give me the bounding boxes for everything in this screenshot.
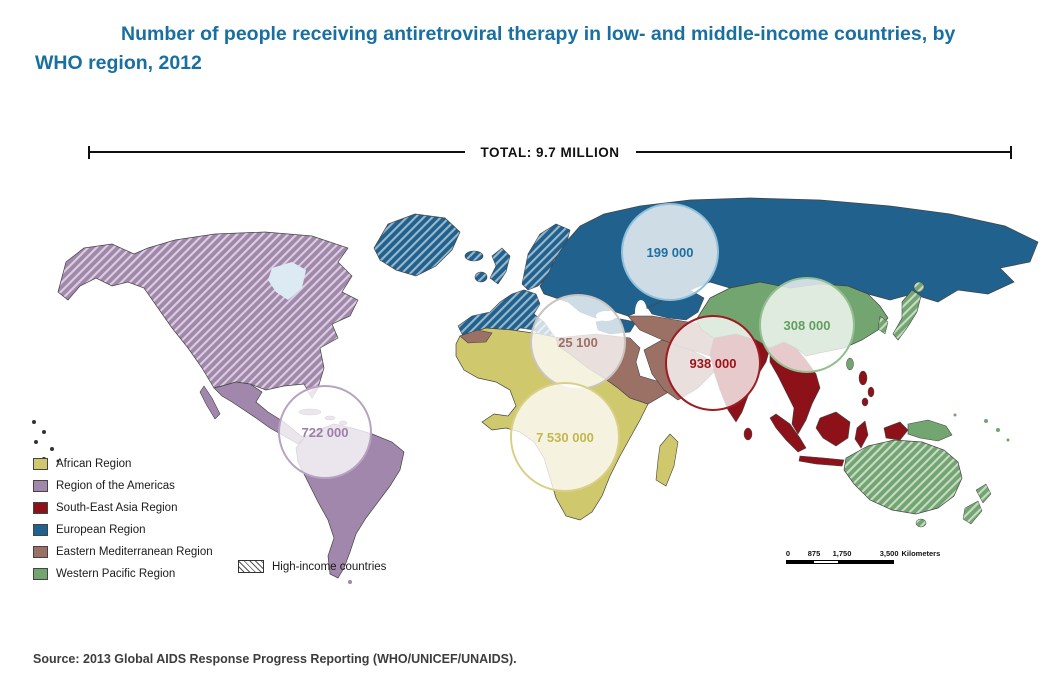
legend-swatch-western-pacific-region <box>33 568 48 580</box>
map-morocco <box>459 329 493 344</box>
map-madagascar <box>655 433 679 487</box>
map-korea <box>877 315 889 335</box>
map-iceland <box>464 250 484 262</box>
map-pacific-island-dot <box>50 447 54 451</box>
legend-swatch-region-of-the-americas <box>33 480 48 492</box>
scale-segment <box>813 561 839 563</box>
legend-item-african-region: African Region <box>33 457 213 471</box>
legend-swatch-african-region <box>33 458 48 470</box>
legend-label-western-pacific-region: Western Pacific Region <box>56 568 176 580</box>
bubble-european-region: 199 000 <box>621 203 719 301</box>
map-new-zealand-south <box>962 500 983 525</box>
bracket-right-tick <box>1010 145 1012 159</box>
map-new-zealand-north <box>975 483 992 504</box>
map-taiwan <box>846 357 854 371</box>
page-title: Number of people receiving antiretrovira… <box>35 23 956 75</box>
legend-item-european-region: European Region <box>33 523 213 537</box>
bubble-value-european-region: 199 000 <box>646 244 694 260</box>
map-pacific-island-dot <box>42 430 46 434</box>
legend-swatch-european-region <box>33 524 48 536</box>
legend-swatch-south-east-asia-region <box>33 502 48 514</box>
map-hokkaido <box>913 281 925 293</box>
map-sri-lanka <box>743 427 753 441</box>
map-ireland <box>474 271 488 283</box>
map-west-papua <box>883 421 909 441</box>
bubble-western-pacific-region: 308 000 <box>759 277 855 373</box>
map-sumatra <box>769 413 807 453</box>
legend-item-western-pacific-region: Western Pacific Region <box>33 567 213 581</box>
source-note: Source: 2013 Global AIDS Response Progre… <box>33 652 517 666</box>
map-japan <box>892 289 922 341</box>
map-java <box>798 455 845 467</box>
map-philippines-2 <box>867 386 875 398</box>
map-sulawesi <box>854 420 869 449</box>
map-philippines-1 <box>858 370 868 386</box>
map-tasmania <box>915 518 927 528</box>
map-pacific-island-dot <box>32 420 36 424</box>
legend-swatch-eastern-mediterranean-region <box>33 546 48 558</box>
bubble-value-african-region: 7 530 000 <box>536 429 594 445</box>
map-uk <box>489 247 511 285</box>
map-pacific-island-dot <box>34 440 38 444</box>
bubble-value-western-pacific-region: 308 000 <box>783 317 831 333</box>
bubble-african-region: 7 530 000 <box>510 382 620 492</box>
legend-item-south-east-asia-region: South-East Asia Region <box>33 501 213 515</box>
map-region-north-america <box>57 231 359 399</box>
scale-tick-1750: 1,750 <box>832 549 852 558</box>
legend-item-eastern-mediterranean-region: Eastern Mediterranean Region <box>33 545 213 559</box>
scale-tick-875: 875 <box>807 549 821 558</box>
legend-label-south-east-asia-region: South-East Asia Region <box>56 502 178 514</box>
bubble-south-east-asia-region: 938 000 <box>665 315 761 411</box>
map-hudson-bay <box>268 262 306 300</box>
map-pacific-island-dot <box>1006 438 1010 442</box>
scale-segment <box>839 561 893 563</box>
bracket-left-line <box>90 151 465 153</box>
legend-label-region-of-the-americas: Region of the Americas <box>56 480 175 492</box>
map-papua-new-guinea <box>907 419 953 442</box>
total-bracket: TOTAL: 9.7 MILLION <box>88 144 1012 160</box>
total-label: TOTAL: 9.7 MILLION <box>480 144 620 160</box>
map-pacific-island-dot <box>953 413 957 417</box>
map-baja <box>199 385 221 420</box>
map-borneo <box>815 411 851 447</box>
bubble-value-eastern-mediterranean-region: 25 100 <box>558 334 598 350</box>
legend-label-high-income-countries: High-income countries <box>272 560 387 573</box>
map-pacific-island-dot <box>984 419 988 423</box>
scale-bar-track <box>786 560 894 564</box>
bubble-eastern-mediterranean-region: 25 100 <box>530 294 626 390</box>
map-australia <box>843 439 963 515</box>
map-pacific-island-dot <box>56 459 60 463</box>
map-philippines-3 <box>861 397 869 407</box>
scale-segment <box>787 561 813 563</box>
legend-label-eastern-mediterranean-region: Eastern Mediterranean Region <box>56 546 213 558</box>
map-scale-bar: 0 875 1,750 3,500 Kilometers <box>786 549 986 571</box>
legend-label-european-region: European Region <box>56 524 146 536</box>
scale-tick-3500-value: 3,500 <box>879 549 899 558</box>
legend-label-african-region: African Region <box>56 458 132 470</box>
scale-tick-3500: 3,500 Kilometers <box>880 549 941 558</box>
scale-tick-0: 0 <box>785 549 791 558</box>
bracket-left-tick <box>88 145 90 159</box>
scale-unit: Kilometers <box>901 549 941 558</box>
map-falklands <box>348 580 352 584</box>
legend: African Region Region of the Americas So… <box>33 457 213 589</box>
map-greenland <box>373 213 461 277</box>
bubble-region-of-the-americas: 722 000 <box>278 385 372 479</box>
legend-item-region-of-the-americas: Region of the Americas <box>33 479 213 493</box>
bubble-value-south-east-asia-region: 938 000 <box>689 355 737 371</box>
bracket-right-line <box>635 151 1010 153</box>
legend-swatch-high-income-hatched <box>238 560 264 573</box>
legend-item-high-income-countries: High-income countries <box>238 560 386 573</box>
bubble-value-region-of-the-americas: 722 000 <box>301 424 349 440</box>
map-pacific-island-dot <box>996 428 1000 432</box>
